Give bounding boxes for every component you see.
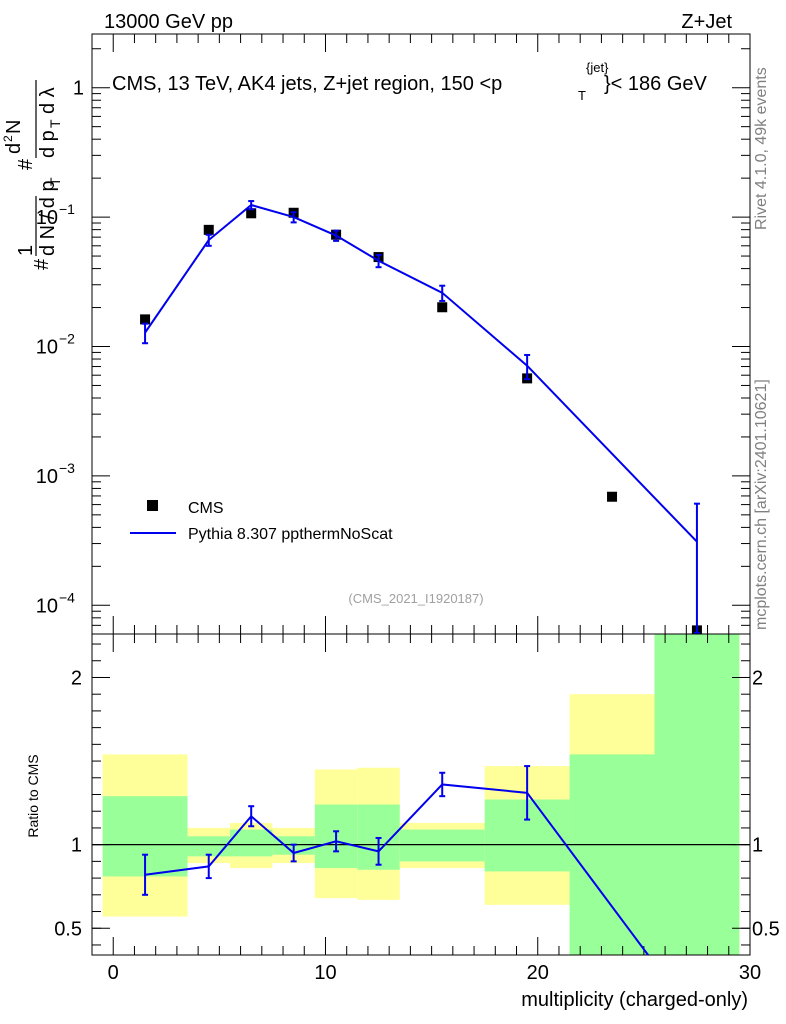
- svg-text:N: N: [3, 120, 25, 134]
- y-tick-label: 10: [36, 466, 58, 488]
- green-band: [654, 634, 740, 955]
- y-tick-label: 10: [36, 207, 58, 229]
- main-y-axis: 110−110−210−310−4: [36, 34, 751, 635]
- svg-text:d λ: d λ: [37, 87, 59, 114]
- title-end: }< 186 GeV: [604, 73, 708, 95]
- ratio-y-tick-label: 1: [71, 835, 82, 857]
- title-subscript: T: [578, 88, 586, 103]
- y-tick-label: 1: [73, 78, 84, 100]
- pythia-line: [144, 203, 698, 543]
- svg-text:#: #: [31, 258, 53, 270]
- svg-text:d N / d p: d N / d p: [37, 180, 59, 256]
- x-tick-label: 0: [108, 962, 119, 984]
- title-text: CMS, 13 TeV, AK4 jets, Z+jet region, 150…: [112, 73, 502, 95]
- ratio-y-tick-label-right: 0.5: [752, 918, 780, 940]
- rivet-label: Rivet 4.1.0, 49k events: [753, 67, 770, 230]
- cms-data-point: [246, 208, 257, 219]
- cms-data-point: [140, 314, 151, 325]
- x-tick-label: 20: [527, 962, 549, 984]
- y-tick-label: 10: [36, 595, 58, 617]
- cms-data-point: [437, 302, 448, 313]
- main-frame-box: [91, 33, 751, 635]
- ratio-uncertainty-bands: [102, 634, 740, 955]
- title-superscript: {jet}: [586, 60, 609, 75]
- header-right: Z+Jet: [681, 11, 732, 33]
- legend: CMS Pythia 8.307 ppthermNoScat: [130, 500, 393, 543]
- mcplots-label: mcplots.cern.ch [arXiv:2401.10621]: [753, 379, 770, 630]
- x-tick-label: 10: [314, 962, 336, 984]
- ratio-y-tick-label-right: 2: [752, 667, 763, 689]
- svg-text:T: T: [47, 177, 63, 186]
- main-series: [140, 200, 702, 636]
- ratio-axes: 0.5 0.51 12 20 10 20 30: [54, 634, 780, 984]
- main-title: CMS, 13 TeV, AK4 jets, Z+jet region, 150…: [112, 60, 708, 103]
- green-band: [187, 836, 230, 857]
- ratio-ylabel: Ratio to CMS: [25, 754, 41, 837]
- legend-pythia-label: Pythia 8.307 ppthermNoScat: [188, 526, 393, 543]
- ratio-y-tick-label: 0.5: [54, 918, 82, 940]
- cms-data-point: [203, 224, 214, 235]
- y-tick-exponent: −4: [59, 589, 75, 605]
- svg-text:2: 2: [1, 135, 15, 142]
- svg-text:T: T: [47, 119, 63, 128]
- header-left: 13000 GeV pp: [104, 11, 233, 33]
- svg-text:#: #: [15, 158, 37, 170]
- legend-cms-label: CMS: [188, 500, 224, 517]
- x-axis-label: multiplicity (charged-only): [521, 989, 748, 1011]
- legend-cms-marker: [147, 500, 158, 511]
- main-ylabel: # 1 d N / d p T # d2N d p Td λ: [1, 80, 63, 270]
- green-band: [569, 754, 655, 955]
- y-tick-exponent: −3: [59, 460, 75, 476]
- svg-text:d: d: [3, 143, 25, 154]
- x-tick-label: 30: [739, 962, 761, 984]
- svg-text:1: 1: [15, 245, 37, 256]
- main-panel-frame: [91, 33, 751, 635]
- ratio-y-tick-label: 2: [71, 667, 82, 689]
- ratio-series: [142, 765, 649, 956]
- svg-text:d p: d p: [37, 130, 59, 158]
- cms-data-point: [607, 491, 618, 502]
- y-tick-exponent: −1: [59, 201, 75, 217]
- analysis-watermark: (CMS_2021_I1920187): [348, 591, 483, 606]
- ratio-y-tick-label-right: 1: [752, 835, 763, 857]
- y-tick-exponent: −2: [59, 330, 75, 346]
- green-band: [399, 829, 485, 862]
- y-tick-label: 10: [36, 336, 58, 358]
